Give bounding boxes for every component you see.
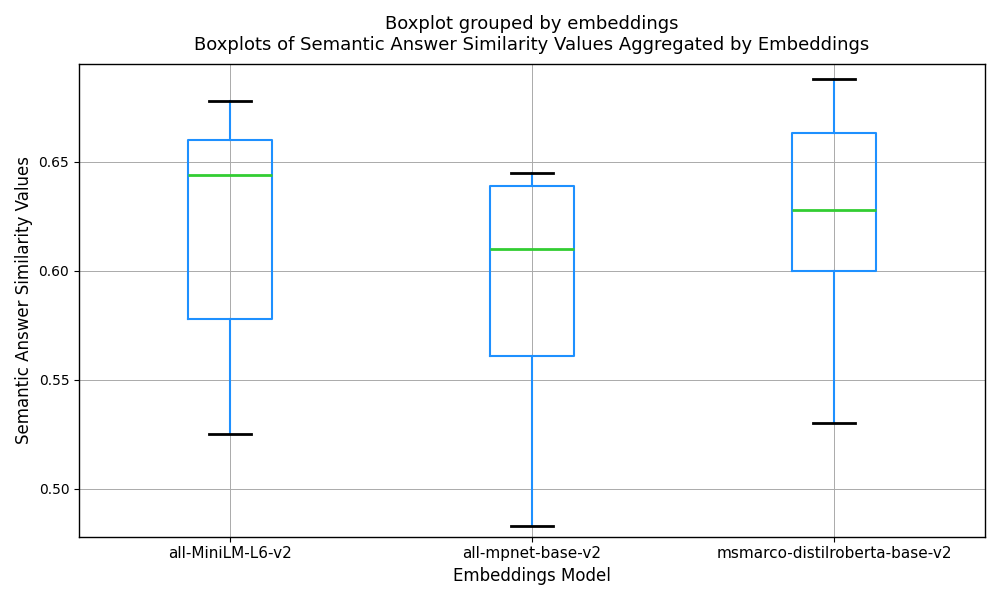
X-axis label: Embeddings Model: Embeddings Model (453, 567, 611, 585)
Y-axis label: Semantic Answer Similarity Values: Semantic Answer Similarity Values (15, 156, 33, 444)
Title: Boxplot grouped by embeddings
Boxplots of Semantic Answer Similarity Values Aggr: Boxplot grouped by embeddings Boxplots o… (194, 15, 870, 54)
